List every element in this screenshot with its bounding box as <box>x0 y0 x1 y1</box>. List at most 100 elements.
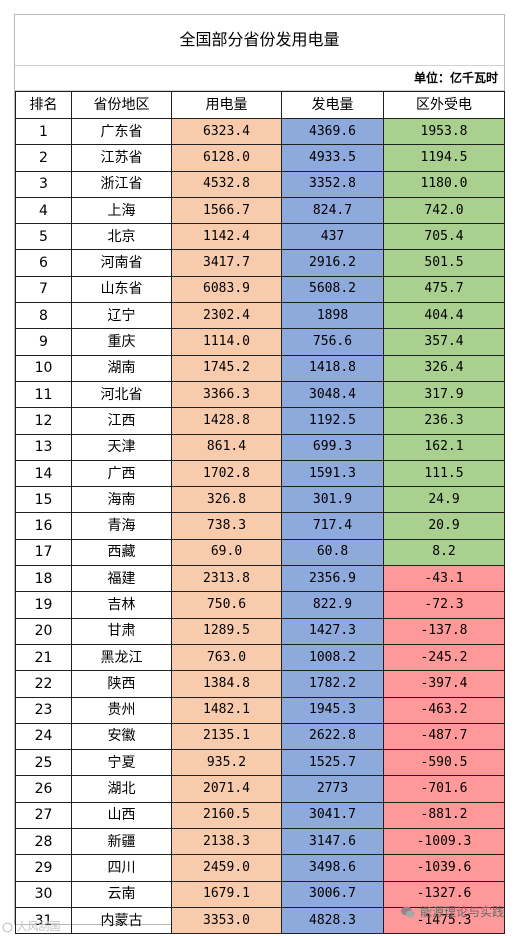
table-row: 9 重庆 1114.0 756.6 357.4 <box>15 328 505 356</box>
rank-cell: 21 <box>15 643 72 672</box>
generation-cell: 4828.3 <box>281 906 384 935</box>
generation-cell: 1427.3 <box>281 617 384 645</box>
rank-cell: 25 <box>15 749 72 777</box>
external-receipt-cell: -590.5 <box>383 749 505 777</box>
header-row: 排名 省份地区 用电量 发电量 区外受电 <box>15 91 505 119</box>
rank-cell: 26 <box>15 775 72 803</box>
table-row: 3 浙江省 4532.8 3352.8 1180.0 <box>15 170 505 198</box>
rank-cell: 6 <box>15 249 72 277</box>
generation-cell: 1192.5 <box>281 407 384 435</box>
table-row: 18 福建 2313.8 2356.9 -43.1 <box>15 565 505 593</box>
generation-cell: 1525.7 <box>281 749 384 777</box>
external-receipt-cell: -701.6 <box>383 775 505 803</box>
generation-cell: 3352.8 <box>281 170 384 198</box>
usage-cell: 4532.8 <box>171 170 282 198</box>
usage-cell: 3366.3 <box>171 380 282 409</box>
province-cell: 海南 <box>71 486 172 514</box>
usage-cell: 2302.4 <box>171 302 282 330</box>
generation-cell: 60.8 <box>281 538 384 567</box>
unit-label: 单位：亿千瓦时 <box>15 66 504 91</box>
generation-cell: 756.6 <box>281 328 384 356</box>
table-row: 21 黑龙江 763.0 1008.2 -245.2 <box>15 643 505 672</box>
external-receipt-cell: -1327.6 <box>383 880 505 908</box>
external-receipt-cell: 475.7 <box>383 275 505 304</box>
province-cell: 辽宁 <box>71 302 172 330</box>
usage-cell: 1679.1 <box>171 880 282 908</box>
external-receipt-cell: -72.3 <box>383 591 505 619</box>
province-cell: 天津 <box>71 433 172 461</box>
province-cell: 四川 <box>71 854 172 882</box>
table-row: 19 吉林 750.6 822.9 -72.3 <box>15 591 505 619</box>
usage-cell: 1702.8 <box>171 459 282 488</box>
generation-cell: 1945.3 <box>281 696 384 724</box>
external-receipt-cell: -1009.3 <box>383 828 505 856</box>
rank-cell: 20 <box>15 617 72 645</box>
province-cell: 江西 <box>71 407 172 435</box>
usage-cell: 6083.9 <box>171 275 282 304</box>
province-cell: 北京 <box>71 223 172 251</box>
table-body: 1 广东省 6323.4 4369.6 1953.8 2 江苏省 6128.0 4933.5 11… <box>15 117 505 935</box>
external-receipt-cell: 24.9 <box>383 486 505 514</box>
generation-cell: 3006.7 <box>281 880 384 908</box>
usage-cell: 2459.0 <box>171 854 282 882</box>
usage-cell: 750.6 <box>171 591 282 619</box>
usage-cell: 1114.0 <box>171 328 282 356</box>
generation-cell: 1591.3 <box>281 459 384 488</box>
generation-cell: 4369.6 <box>281 117 384 146</box>
generation-cell: 699.3 <box>281 433 384 461</box>
table-row: 27 山西 2160.5 3041.7 -881.2 <box>15 801 505 830</box>
table-row: 26 湖北 2071.4 2773 -701.6 <box>15 775 505 803</box>
rank-cell: 5 <box>15 223 72 251</box>
generation-cell: 3498.6 <box>281 854 384 882</box>
external-receipt-cell: 705.4 <box>383 223 505 251</box>
watermark-right-text: 能源理论与实践 <box>419 905 504 919</box>
watermark-left: 大风刮国 <box>2 918 61 934</box>
table-row: 8 辽宁 2302.4 1898 404.4 <box>15 302 505 330</box>
table-row: 31 内蒙古 3353.0 4828.3 -1475.3 <box>15 906 505 935</box>
table-row: 24 安徽 2135.1 2622.8 -487.7 <box>15 722 505 751</box>
province-cell: 黑龙江 <box>71 643 172 672</box>
rank-cell: 31 <box>15 906 72 935</box>
rank-cell: 27 <box>15 801 72 830</box>
external-receipt-cell: 357.4 <box>383 328 505 356</box>
province-cell: 重庆 <box>71 328 172 356</box>
usage-cell: 935.2 <box>171 749 282 777</box>
province-cell: 西藏 <box>71 538 172 567</box>
generation-cell: 1898 <box>281 302 384 330</box>
rank-cell: 22 <box>15 670 72 698</box>
province-cell: 新疆 <box>71 828 172 856</box>
rank-cell: 8 <box>15 302 72 330</box>
header-province: 省份地区 <box>71 91 172 119</box>
usage-cell: 326.8 <box>171 486 282 514</box>
generation-cell: 437 <box>281 223 384 251</box>
province-cell: 贵州 <box>71 696 172 724</box>
external-receipt-cell: -463.2 <box>383 696 505 724</box>
usage-cell: 2313.8 <box>171 565 282 593</box>
rank-cell: 12 <box>15 407 72 435</box>
generation-cell: 822.9 <box>281 591 384 619</box>
external-receipt-cell: 8.2 <box>383 538 505 567</box>
rank-cell: 19 <box>15 591 72 619</box>
rank-cell: 11 <box>15 380 72 409</box>
external-receipt-cell: 20.9 <box>383 512 505 540</box>
external-receipt-cell: -43.1 <box>383 565 505 593</box>
rank-cell: 18 <box>15 565 72 593</box>
table-row: 14 广西 1702.8 1591.3 111.5 <box>15 459 505 488</box>
table-row: 30 云南 1679.1 3006.7 -1327.6 <box>15 880 505 908</box>
watermark-left-text: 大风刮国 <box>16 920 61 933</box>
province-cell: 湖南 <box>71 354 172 382</box>
usage-cell: 6128.0 <box>171 144 282 172</box>
usage-cell: 6323.4 <box>171 117 282 146</box>
external-receipt-cell: -881.2 <box>383 801 505 830</box>
province-cell: 内蒙古 <box>71 906 172 935</box>
external-receipt-cell: -137.8 <box>383 617 505 645</box>
usage-cell: 3417.7 <box>171 249 282 277</box>
province-cell: 广西 <box>71 459 172 488</box>
external-receipt-cell: 404.4 <box>383 302 505 330</box>
header-use: 用电量 <box>171 91 282 119</box>
rank-cell: 30 <box>15 880 72 908</box>
rank-cell: 29 <box>15 854 72 882</box>
external-receipt-cell: 501.5 <box>383 249 505 277</box>
weibo-icon <box>2 922 13 932</box>
table-row: 2 江苏省 6128.0 4933.5 1194.5 <box>15 144 505 172</box>
